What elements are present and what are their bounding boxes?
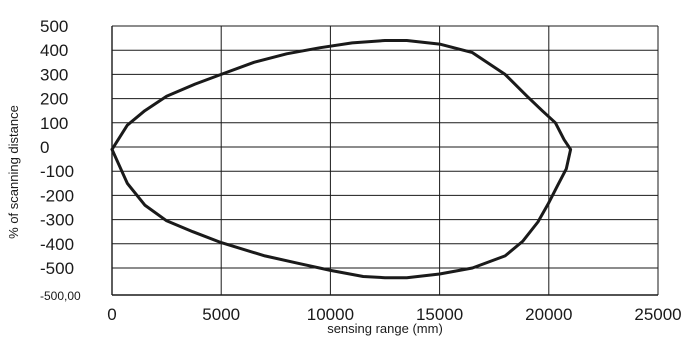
axes: [111, 26, 658, 296]
y-tick-label: 300: [40, 65, 68, 84]
y-tick-label: -500,00: [40, 289, 81, 303]
y-tick-label: -100: [40, 162, 74, 181]
y-axis-title: % of scanning distance: [6, 105, 21, 239]
x-tick-labels: 0 5000 10000 15000 20000 25000: [107, 305, 681, 324]
x-axis-title: sensing range (mm): [327, 321, 443, 336]
x-tick-label: 5000: [202, 305, 240, 324]
grid: [112, 25, 659, 295]
y-tick-label: -400: [40, 235, 74, 254]
y-tick-label: 0: [40, 138, 49, 157]
y-tick-label: -500: [40, 259, 74, 278]
detection-zone-line: [110, 39, 573, 280]
x-tick-label: 15000: [416, 305, 463, 324]
y-tick-label: 100: [40, 114, 68, 133]
series: [110, 39, 573, 280]
x-tick-label: 25000: [634, 305, 681, 324]
x-tick-label: 10000: [307, 305, 354, 324]
x-tick-label: 0: [107, 305, 116, 324]
y-tick-label: 500: [40, 17, 68, 36]
x-tick-label: 20000: [525, 305, 572, 324]
y-tick-label: -200: [40, 186, 74, 205]
y-tick-label: 400: [40, 41, 68, 60]
y-tick-label: -300: [40, 211, 74, 230]
y-tick-labels: 500 400 300 200 100 0 -100 -200 -300 -400 -500 -500…: [40, 17, 81, 303]
y-tick-label: 200: [40, 90, 68, 109]
